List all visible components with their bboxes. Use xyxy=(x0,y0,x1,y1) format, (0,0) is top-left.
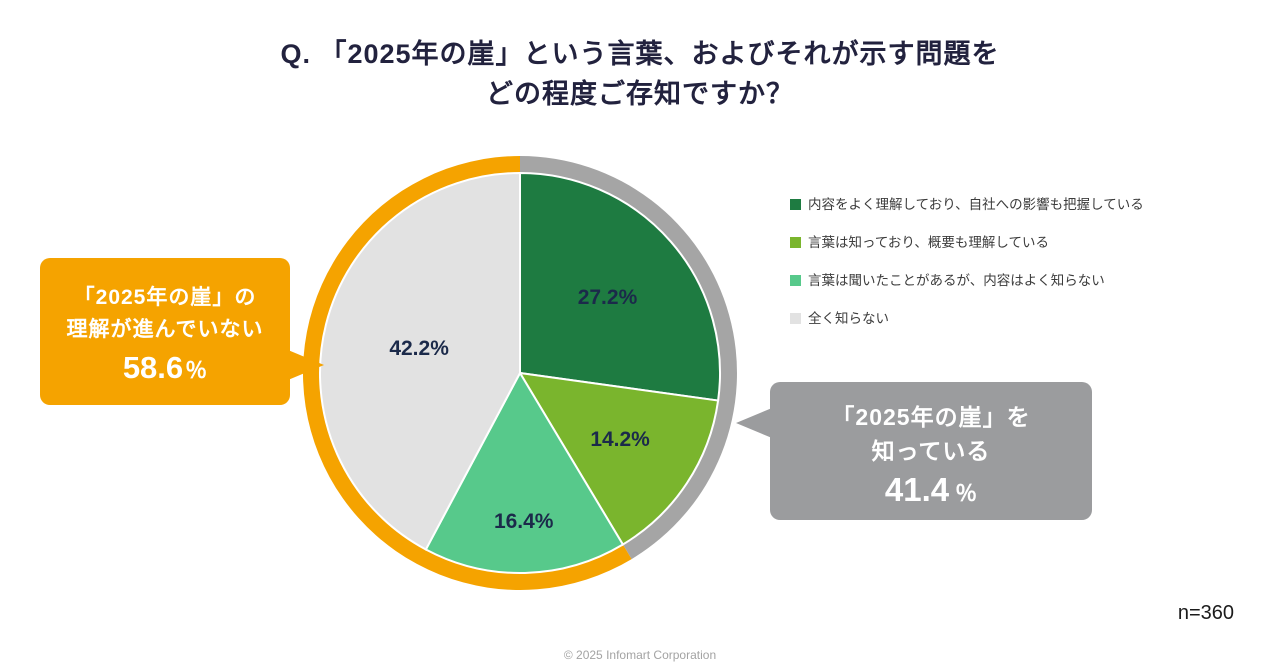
callout-known: 「2025年の崖」を 知っている 41.4 ％ xyxy=(736,382,1092,520)
legend-item: 全く知らない xyxy=(790,310,1144,327)
page-title: Q. 「2025年の崖」という言葉、およびそれが示す問題を どの程度ご存知ですか？ xyxy=(0,34,1280,114)
legend-label: 全く知らない xyxy=(808,311,889,326)
legend-swatch-yellow-green xyxy=(790,237,801,248)
copyright: © 2025 Infomart Corporation xyxy=(563,648,717,662)
callout-right-number: 41.4 xyxy=(884,471,950,508)
legend-label: 言葉は知っており、概要も理解している xyxy=(808,235,1049,250)
slice-percentage-label: 42.2% xyxy=(389,337,449,360)
page-title-line2: どの程度ご存知ですか？ xyxy=(486,79,794,109)
legend-label: 内容をよく理解しており、自社への影響も把握している xyxy=(808,197,1144,212)
pie-slice xyxy=(518,371,720,546)
legend-item: 言葉は知っており、概要も理解している xyxy=(790,234,1144,251)
callout-not-understood: 「2025年の崖」の 理解が進んでいない 58.6％ xyxy=(40,258,324,405)
pie-chart-svg: 27.2% 14.2% 16.4% 42.2% xyxy=(303,156,737,590)
callout-left-pointer xyxy=(288,350,324,380)
legend-item: 内容をよく理解しており、自社への影響も把握している xyxy=(790,196,1144,213)
legend: 内容をよく理解しており、自社への影響も把握している 言葉は知っており、概要も理解… xyxy=(790,196,1144,348)
callout-right-line2: 知っている xyxy=(871,438,991,464)
slice-percentage-label: 16.4% xyxy=(494,510,554,533)
legend-label: 言葉は聞いたことがあるが、内容はよく知らない xyxy=(808,273,1105,288)
sample-size: n=360 xyxy=(1177,602,1234,624)
pie-slice xyxy=(424,370,625,574)
pie-chart: 27.2% 14.2% 16.4% 42.2% xyxy=(303,156,737,590)
pie-slice xyxy=(519,171,721,402)
callout-right-value: 41.4 ％ xyxy=(770,470,1092,514)
callout-right-unit: ％ xyxy=(955,481,978,506)
legend-swatch-dark-green xyxy=(790,199,801,210)
callout-left-number: 58.6 xyxy=(122,350,184,385)
slice-percentage-label: 27.2% xyxy=(578,286,638,309)
callout-left-line2: 理解が進んでいない xyxy=(66,318,264,341)
callout-right-pointer xyxy=(736,408,772,438)
callout-left-value: 58.6％ xyxy=(40,348,290,391)
legend-swatch-gray xyxy=(790,313,801,324)
page-title-line1: Q. 「2025年の崖」という言葉、およびそれが示す問題を xyxy=(280,39,1000,69)
callout-right-line1: 「2025年の崖」を xyxy=(831,404,1031,430)
callout-left-unit: ％ xyxy=(185,358,208,383)
callout-left-line1: 「2025年の崖」の xyxy=(73,286,257,309)
pie-slice xyxy=(319,171,521,551)
legend-item: 言葉は聞いたことがあるが、内容はよく知らない xyxy=(790,272,1144,289)
legend-swatch-light-green xyxy=(790,275,801,286)
slice-percentage-label: 14.2% xyxy=(590,428,650,451)
